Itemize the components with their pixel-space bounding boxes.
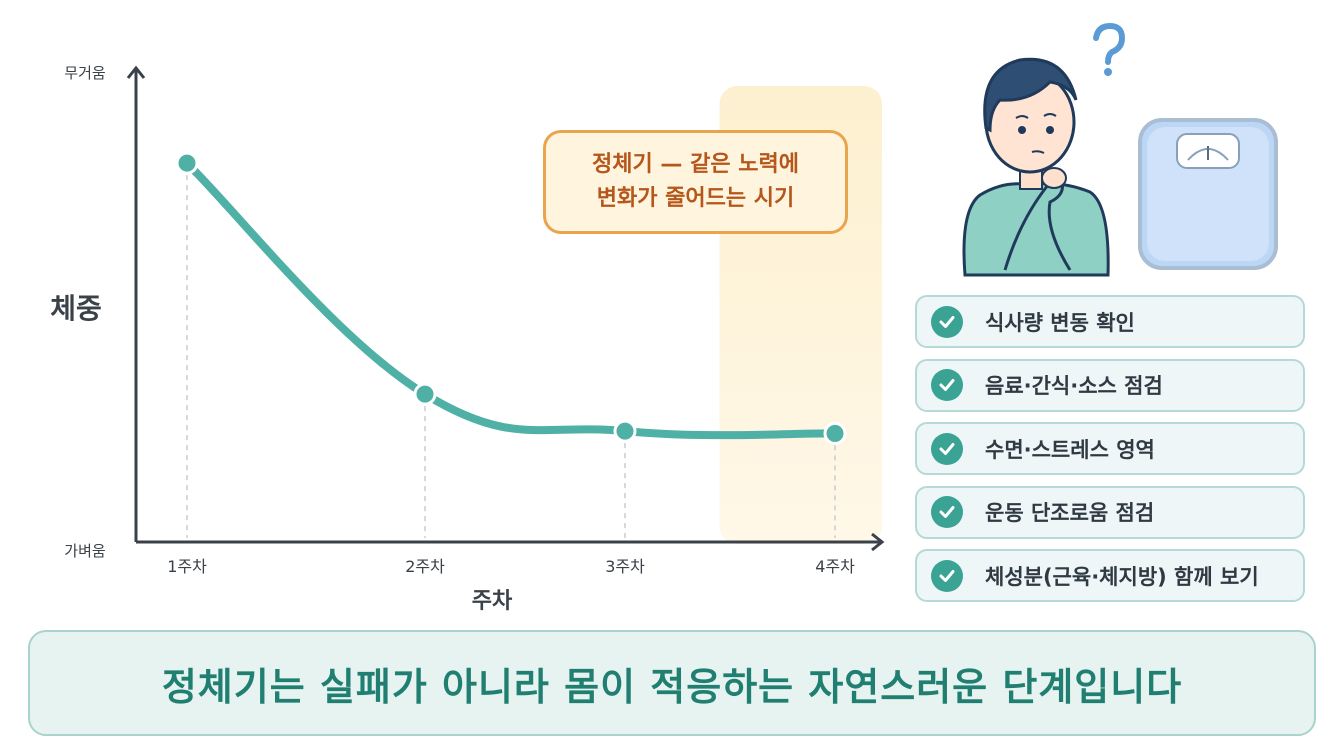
y-axis-title: 체중 [50, 292, 102, 325]
checklist-item: 식사량 변동 확인 [915, 295, 1305, 348]
data-point [175, 151, 199, 175]
checklist-item: 음료·간식·소스 점검 [915, 358, 1305, 412]
y-axis [126, 65, 146, 542]
checklist: 식사량 변동 확인 음료·간식·소스 점검 수면·스트레스 영역 운동 단조로움… [915, 295, 1305, 613]
check-icon [931, 559, 963, 592]
check-icon [931, 305, 963, 338]
checklist-item: 체성분(근육·체지방) 함께 보기 [915, 549, 1305, 602]
callout-line-1: 정체기 — 같은 노력에 [592, 152, 799, 177]
thinking-person-icon [962, 57, 1110, 277]
x-axis [136, 532, 885, 552]
checklist-item-label: 음료·간식·소스 점검 [985, 374, 1163, 398]
data-point [413, 382, 437, 406]
callout-line-2: 변화가 줄어드는 시기 [596, 186, 795, 211]
checklist-item-label: 식사량 변동 확인 [985, 310, 1135, 335]
check-icon [931, 432, 963, 465]
check-icon [931, 369, 963, 401]
y-bottom-label: 가벼움 [64, 542, 105, 560]
illustration [962, 22, 1278, 277]
x-tick-label: 4주차 [815, 557, 855, 576]
bathroom-scale-icon [1138, 118, 1278, 270]
x-tick-label: 2주차 [405, 557, 445, 576]
summary-banner-text: 정체기는 실패가 아니라 몸이 적응하는 자연스러운 단계입니다 [161, 664, 1183, 709]
checklist-item: 수면·스트레스 영역 [915, 422, 1305, 475]
weight-series-line [183, 159, 839, 440]
data-point [823, 421, 847, 445]
data-point [613, 419, 637, 443]
checklist-item: 운동 단조로움 점검 [915, 485, 1305, 539]
question-mark-icon [1093, 22, 1126, 76]
checklist-item-label: 체성분(근육·체지방) 함께 보기 [985, 564, 1259, 589]
check-icon [931, 496, 963, 528]
x-tick-label: 3주차 [605, 557, 645, 576]
y-top-label: 무거움 [64, 64, 105, 82]
x-axis-title: 주차 [472, 589, 513, 614]
checklist-item-label: 운동 단조로움 점검 [985, 501, 1155, 525]
checklist-item-label: 수면·스트레스 영역 [985, 437, 1155, 462]
summary-banner: 정체기는 실패가 아니라 몸이 적응하는 자연스러운 단계입니다 [28, 630, 1316, 736]
x-tick-label: 1주차 [167, 557, 207, 576]
plateau-callout: 정체기 — 같은 노력에 변화가 줄어드는 시기 [543, 130, 848, 234]
